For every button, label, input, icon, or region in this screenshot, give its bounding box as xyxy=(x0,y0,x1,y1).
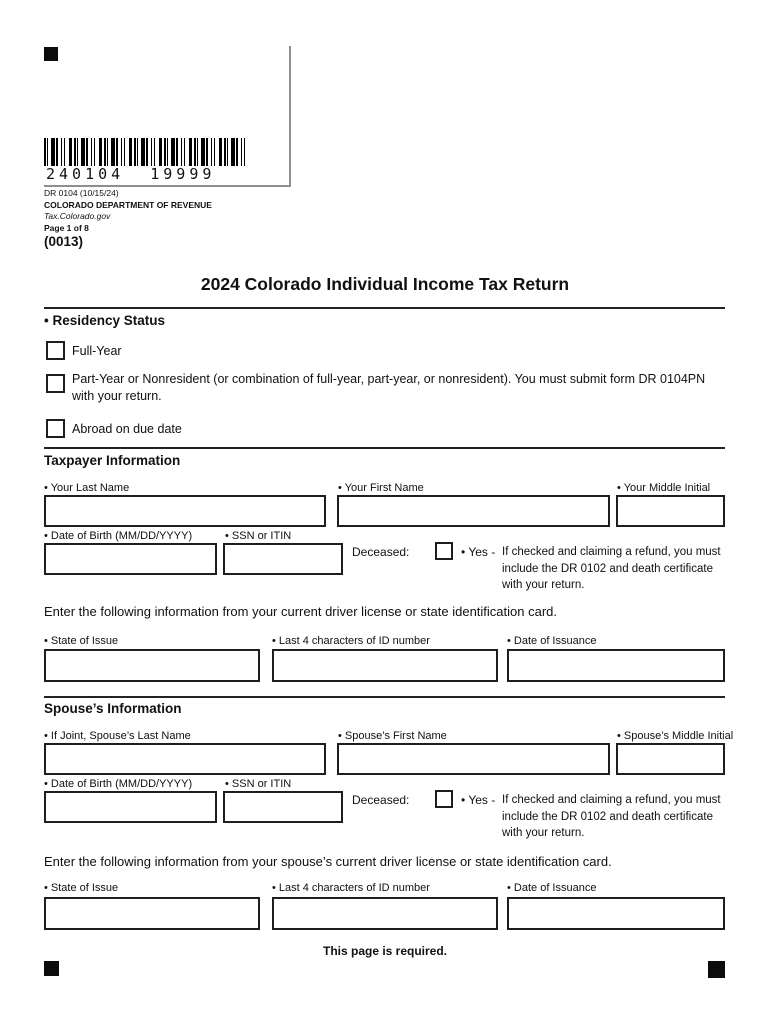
form-id: (0013) xyxy=(44,234,84,249)
agency-header: DR 0104 (10/15/24) COLORADO DEPARTMENT O… xyxy=(44,188,212,248)
spouse-dob-input[interactable] xyxy=(44,791,217,823)
barcode xyxy=(44,138,248,166)
taxpayer-deceased-yes-label: • Yes - xyxy=(461,545,496,559)
taxpayer-license-id-last4-label: • Last 4 characters of ID number xyxy=(272,635,430,647)
spouse-first-name-input[interactable] xyxy=(337,743,610,775)
taxpayer-first-name-input[interactable] xyxy=(337,495,610,527)
barcode-corner-frame xyxy=(44,46,291,187)
taxpayer-last-name-label: • Your Last Name xyxy=(44,482,130,494)
department-website: Tax.Colorado.gov xyxy=(44,211,111,221)
spouse-last-name-label: • If Joint, Spouse’s Last Name xyxy=(44,730,191,742)
taxpayer-dob-label: • Date of Birth (MM/DD/YYYY) xyxy=(44,530,193,542)
spouse-heading: Spouse’s Information xyxy=(44,701,182,716)
spouse-ssn-label: • SSN or ITIN xyxy=(225,778,292,790)
taxpayer-deceased-label: Deceased: xyxy=(352,545,410,559)
taxpayer-middle-initial-label: • Your Middle Initial xyxy=(617,482,711,494)
taxpayer-license-id-last4-input[interactable] xyxy=(272,649,498,682)
taxpayer-first-name-label: • Your First Name xyxy=(338,482,424,494)
registration-mark-bottom-left xyxy=(44,961,59,976)
section-rule xyxy=(44,307,725,309)
spouse-license-issuance-label: • Date of Issuance xyxy=(507,882,597,894)
spouse-deceased-yes-label: • Yes - xyxy=(461,793,496,807)
residency-full-year-label: Full-Year xyxy=(72,344,122,358)
taxpayer-dob-input[interactable] xyxy=(44,543,217,575)
spouse-deceased-label: Deceased: xyxy=(352,793,410,807)
spouse-middle-initial-label: • Spouse’s Middle Initial xyxy=(617,730,734,742)
spouse-last-name-input[interactable] xyxy=(44,743,326,775)
spouse-ssn-input[interactable] xyxy=(223,791,343,823)
taxpayer-last-name-input[interactable] xyxy=(44,495,326,527)
taxpayer-ssn-label: • SSN or ITIN xyxy=(225,530,292,542)
residency-part-year-label: Part-Year or Nonresident (or combination… xyxy=(72,372,706,403)
section-rule xyxy=(44,696,725,698)
spouse-license-issuance-input[interactable] xyxy=(507,897,725,930)
spouse-license-state-input[interactable] xyxy=(44,897,260,930)
spouse-deceased-checkbox[interactable] xyxy=(435,790,453,808)
taxpayer-license-issuance-label: • Date of Issuance xyxy=(507,635,597,647)
taxpayer-deceased-note: If checked and claiming a refund, you mu… xyxy=(502,546,721,591)
residency-status-heading: • Residency Status xyxy=(44,313,166,328)
form-title: 2024 Colorado Individual Income Tax Retu… xyxy=(200,274,570,294)
spouse-first-name-label: • Spouse’s First Name xyxy=(338,730,447,742)
spouse-license-instruction: Enter the following information from you… xyxy=(44,854,612,869)
residency-abroad-checkbox[interactable] xyxy=(46,419,65,438)
barcode-number: 240104 19999 xyxy=(46,165,216,183)
taxpayer-license-state-label: • State of Issue xyxy=(44,635,119,647)
spouse-license-state-label: • State of Issue xyxy=(44,882,119,894)
page-number: Page 1 of 8 xyxy=(44,222,89,233)
spouse-license-id-last4-input[interactable] xyxy=(272,897,498,930)
taxpayer-license-issuance-input[interactable] xyxy=(507,649,725,682)
spouse-dob-label: • Date of Birth (MM/DD/YYYY) xyxy=(44,778,193,790)
taxpayer-license-instruction: Enter the following information from you… xyxy=(44,604,558,619)
residency-part-year-checkbox[interactable] xyxy=(46,374,65,393)
registration-mark-bottom-right xyxy=(708,961,725,978)
residency-full-year-checkbox[interactable] xyxy=(46,341,65,360)
spouse-deceased-note: If checked and claiming a refund, you mu… xyxy=(502,794,721,839)
section-rule xyxy=(44,447,725,449)
taxpayer-ssn-input[interactable] xyxy=(223,543,343,575)
taxpayer-middle-initial-input[interactable] xyxy=(616,495,725,527)
page-required-note: This page is required. xyxy=(322,944,448,958)
department-name: COLORADO DEPARTMENT OF REVENUE xyxy=(44,199,212,210)
spouse-license-id-last4-label: • Last 4 characters of ID number xyxy=(272,882,430,894)
form-code: DR 0104 (10/15/24) xyxy=(44,188,119,198)
taxpayer-license-state-input[interactable] xyxy=(44,649,260,682)
residency-abroad-label: Abroad on due date xyxy=(72,422,182,436)
registration-mark-top-left xyxy=(44,47,58,61)
taxpayer-deceased-checkbox[interactable] xyxy=(435,542,453,560)
taxpayer-heading: Taxpayer Information xyxy=(44,453,181,468)
spouse-middle-initial-input[interactable] xyxy=(616,743,725,775)
